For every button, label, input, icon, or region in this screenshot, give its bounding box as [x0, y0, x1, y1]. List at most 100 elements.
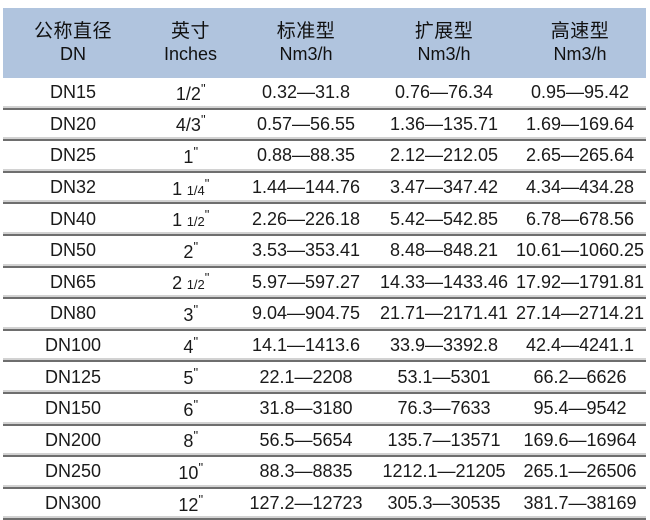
column-header-inches-title: 英寸 [170, 21, 210, 43]
cell-inches: 12" [143, 492, 238, 516]
inches-fraction: 1/2 [183, 214, 205, 230]
cell-extended-type: 1212.1—21205 [382, 461, 506, 482]
column-header-high-speed-type-title: 高速型 [550, 21, 610, 43]
inches-fraction: 4/3 [175, 115, 201, 136]
cell-standard-type: 88.3—8835 [259, 461, 353, 482]
table-row: DN125 5" 22.1—2208 53.1—5301 66.2—6626 [3, 362, 646, 394]
inches-unit-mark: " [193, 301, 198, 317]
inches-whole: 3 [183, 304, 194, 325]
cell-nominal-diameter: DN80 [49, 303, 97, 324]
cell-extended-type: 3.47—347.42 [389, 177, 499, 198]
inches-whole: 2 [172, 273, 183, 294]
cell-standard-type: 5.97—597.27 [251, 271, 361, 292]
inches-unit-mark: " [193, 238, 198, 254]
table-row: DN32 1 1/4" 1.44—144.76 3.47—347.42 4.34—434… [3, 173, 646, 205]
cell-high-speed-type: 17.92—1791.81 [515, 271, 645, 292]
column-header-extended-type-unit: Nm3/h [417, 43, 471, 64]
inches-unit-mark: " [193, 365, 198, 381]
table-row: DN250 10" 88.3—8835 1212.1—21205 265.1—26506 [3, 457, 646, 489]
inches-fraction: 1/4 [183, 182, 205, 198]
inches-unit-mark: " [198, 491, 203, 507]
cell-high-speed-type: 1.69—169.64 [525, 113, 635, 134]
inches-unit-mark: " [204, 270, 210, 286]
cell-standard-type: 0.57—56.55 [256, 113, 356, 134]
inches-whole: 5 [183, 368, 194, 389]
column-header-nominal-diameter-unit: DN [60, 43, 86, 64]
inches-unit-mark: " [193, 396, 198, 412]
cell-high-speed-type: 66.2—6626 [533, 366, 627, 387]
column-header-inches-unit: Inches [163, 43, 218, 64]
cell-nominal-diameter: DN200 [44, 429, 102, 450]
column-header-nominal-diameter: 公称直径 DN [3, 21, 143, 65]
cell-high-speed-type: 0.95—95.42 [530, 82, 630, 103]
cell-standard-type: 3.53—353.41 [251, 240, 361, 261]
inches-whole: 2 [183, 241, 194, 262]
cell-standard-type: 2.26—226.18 [251, 208, 361, 229]
cell-nominal-diameter: DN100 [44, 335, 102, 356]
column-header-extended-type: 扩展型 Nm3/h [374, 21, 514, 65]
column-header-standard-type: 标准型 Nm3/h [238, 21, 374, 65]
cell-high-speed-type: 6.78—678.56 [525, 208, 635, 229]
column-header-extended-type-title: 扩展型 [414, 21, 474, 43]
cell-inches: 1 1/4" [143, 176, 238, 200]
inches-unit-mark: " [198, 459, 203, 475]
table-row: DN65 2 1/2" 5.97—597.27 14.33—1433.46 17.92—… [3, 268, 646, 300]
cell-extended-type: 0.76—76.34 [394, 82, 494, 103]
table-row: DN50 2" 3.53—353.41 8.48—848.21 10.61—1060.2… [3, 236, 646, 268]
cell-standard-type: 0.88—88.35 [256, 145, 356, 166]
inches-unit-mark: " [204, 175, 210, 191]
column-header-inches: 英寸 Inches [143, 21, 238, 65]
column-header-high-speed-type-unit: Nm3/h [553, 43, 607, 64]
cell-extended-type: 21.71—2171.41 [379, 303, 509, 324]
table-row: DN25 1" 0.88—88.35 2.12—212.05 2.65—265.64 [3, 141, 646, 173]
cell-inches: 1 1/2" [143, 207, 238, 231]
inches-unit-mark: " [200, 80, 206, 96]
cell-nominal-diameter: DN40 [49, 208, 97, 229]
cell-inches: 2" [143, 239, 238, 263]
cell-extended-type: 76.3—7633 [397, 398, 491, 419]
cell-extended-type: 305.3—30535 [387, 493, 501, 514]
cell-inches: 1" [143, 144, 238, 168]
cell-inches: 8" [143, 428, 238, 452]
cell-standard-type: 127.2—12723 [249, 493, 363, 514]
inches-unit-mark: " [193, 143, 198, 159]
inches-whole: 1 [172, 178, 183, 199]
cell-nominal-diameter: DN25 [49, 145, 97, 166]
table-row: DN80 3" 9.04—904.75 21.71—2171.41 27.14—2714… [3, 299, 646, 331]
cell-nominal-diameter: DN250 [44, 461, 102, 482]
cell-nominal-diameter: DN300 [44, 493, 102, 514]
inches-whole: 8 [183, 431, 194, 452]
cell-nominal-diameter: DN65 [49, 271, 97, 292]
cell-high-speed-type: 27.14—2714.21 [515, 303, 645, 324]
cell-nominal-diameter: DN20 [49, 113, 97, 134]
cell-high-speed-type: 2.65—265.64 [525, 145, 635, 166]
table-row: DN100 4" 14.1—1413.6 33.9—3392.8 42.4—4241.1 [3, 331, 646, 363]
column-header-nominal-diameter-title: 公称直径 [33, 21, 112, 43]
cell-nominal-diameter: DN125 [44, 366, 102, 387]
cell-inches: 10" [143, 460, 238, 484]
cell-high-speed-type: 169.6—16964 [523, 429, 637, 450]
inches-whole: 4 [183, 336, 194, 357]
cell-extended-type: 14.33—1433.46 [379, 271, 509, 292]
table-row: DN150 6" 31.8—3180 76.3—7633 95.4—9542 [3, 394, 646, 426]
cell-extended-type: 5.42—542.85 [389, 208, 499, 229]
cell-high-speed-type: 4.34—434.28 [525, 177, 635, 198]
inches-unit-mark: " [193, 333, 198, 349]
cell-standard-type: 22.1—2208 [259, 366, 353, 387]
inches-unit-mark: " [204, 207, 210, 223]
cell-standard-type: 1.44—144.76 [251, 177, 361, 198]
table-row: DN300 12" 127.2—12723 305.3—30535 381.7—3816… [3, 489, 646, 520]
cell-standard-type: 9.04—904.75 [251, 303, 361, 324]
table-row: DN200 8" 56.5—5654 135.7—13571 169.6—16964 [3, 426, 646, 458]
cell-extended-type: 135.7—13571 [387, 429, 501, 450]
cell-extended-type: 8.48—848.21 [389, 240, 499, 261]
cell-extended-type: 1.36—135.71 [389, 113, 499, 134]
cell-nominal-diameter: DN50 [49, 240, 97, 261]
cell-high-speed-type: 42.4—4241.1 [525, 335, 635, 356]
cell-standard-type: 14.1—1413.6 [251, 335, 361, 356]
table-row: DN15 1/2" 0.32—31.8 0.76—76.34 0.95—95.42 [3, 78, 646, 110]
table-header-row: 公称直径 DN 英寸 Inches 标准型 Nm3/h 扩展型 Nm3/h 高速… [3, 8, 646, 78]
table-row: DN40 1 1/2" 2.26—226.18 5.42—542.85 6.78—678… [3, 204, 646, 236]
inches-unit-mark: " [193, 428, 198, 444]
cell-high-speed-type: 381.7—38169 [523, 493, 637, 514]
